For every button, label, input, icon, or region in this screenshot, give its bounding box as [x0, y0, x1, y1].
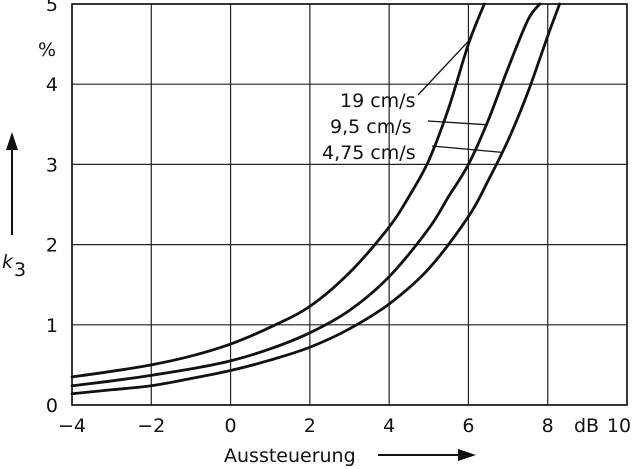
series-line-1 — [70, 2, 486, 379]
plot-frame — [71, 3, 628, 406]
y-tick-labels: 0 1 2 3 4 5 — [46, 0, 58, 417]
x-tick-label: 10 — [607, 415, 631, 437]
y-axis-label: k — [2, 251, 14, 273]
series-line-2 — [70, 2, 542, 388]
x-tick-label: 6 — [462, 415, 474, 437]
x-axis-label: Aussteuerung — [224, 445, 356, 467]
y-tick-label: 2 — [46, 235, 58, 257]
legend-label: 4,75 cm/s — [322, 142, 416, 164]
y-axis-arrow-icon — [6, 132, 18, 235]
data-curves — [70, 2, 562, 396]
series-line-3 — [70, 2, 562, 396]
x-tick-label: 2 — [304, 415, 316, 437]
y-tick-label: 3 — [46, 154, 58, 176]
x-unit-label: dB — [574, 415, 599, 437]
y-tick-label: 4 — [46, 74, 58, 96]
x-tick-label: −2 — [137, 415, 165, 437]
legend-leader-line — [417, 38, 471, 96]
x-tick-label: 0 — [225, 415, 237, 437]
y-axis-label-subscript: 3 — [14, 259, 26, 281]
x-tick-label: 8 — [542, 415, 554, 437]
x-tick-label: 4 — [383, 415, 395, 437]
legend-label: 9,5 cm/s — [330, 116, 412, 138]
y-tick-label: 1 — [46, 315, 58, 337]
legend-leader-line — [431, 145, 503, 154]
y-tick-label: 5 — [46, 0, 58, 16]
legend-label: 19 cm/s — [340, 90, 415, 112]
grid-lines — [71, 3, 628, 406]
y-unit-label: % — [38, 39, 56, 61]
x-axis-arrow-icon — [378, 449, 476, 461]
x-tick-labels: −4 −2 0 2 4 6 8 10 — [58, 415, 631, 437]
y-tick-label: 0 — [46, 395, 58, 417]
legend: 19 cm/s 9,5 cm/s 4,75 cm/s — [322, 38, 503, 164]
legend-leader-line — [427, 120, 487, 126]
x-tick-label: −4 — [58, 415, 86, 437]
